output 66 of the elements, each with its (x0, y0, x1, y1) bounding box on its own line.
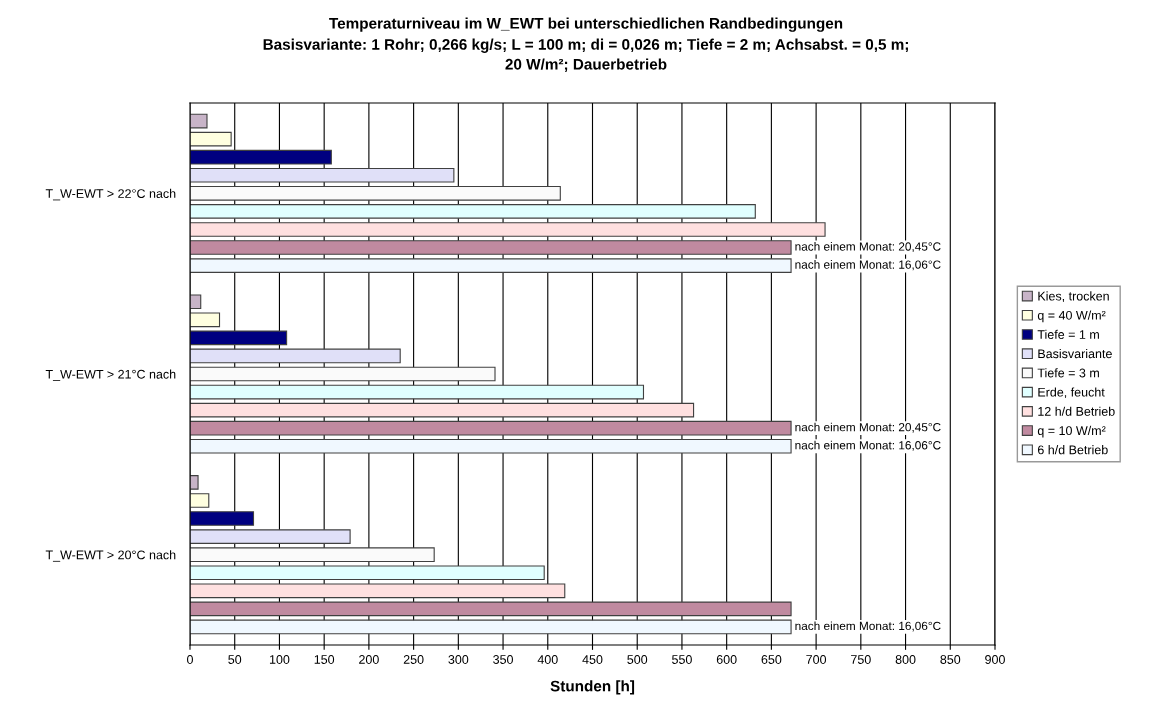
bar (190, 204, 756, 219)
bar (190, 131, 232, 147)
x-tick-label: 500 (627, 655, 648, 664)
chart-title: Temperaturniveau im W_EWT bei unterschiedlichen Randbedingungen (329, 17, 843, 32)
bar (190, 186, 561, 201)
x-tick-label: 450 (582, 655, 603, 664)
bar (190, 149, 332, 165)
bar (190, 258, 792, 273)
bar (190, 312, 221, 328)
bar (190, 113, 208, 129)
legend-label: 12 h/d Betrieb (1038, 406, 1115, 416)
bar (190, 366, 496, 382)
x-tick-label: 550 (672, 655, 692, 664)
x-tick-label: 900 (985, 655, 1005, 664)
x-tick-label: 50 (228, 655, 242, 664)
bar (190, 511, 255, 526)
legend-label: Basisvariante (1038, 348, 1112, 359)
x-tick-label: 200 (359, 655, 379, 664)
bar (190, 420, 792, 436)
legend-label: Tiefe = 1 m (1037, 329, 1099, 339)
bar (190, 619, 792, 635)
x-tick-label: 0 (187, 655, 193, 664)
bar (190, 565, 545, 581)
bar (190, 402, 695, 418)
bar (190, 601, 792, 617)
bar (190, 547, 435, 562)
x-tick-label: 700 (806, 655, 827, 664)
bar (190, 240, 792, 255)
x-tick-label: 250 (403, 655, 424, 664)
y-tick-label: T_W-EWT > 21°C nach (45, 369, 176, 382)
x-tick-label: 600 (716, 655, 737, 664)
bar (190, 294, 202, 310)
x-tick-label: 300 (448, 655, 469, 664)
x-tick-label: 150 (314, 655, 335, 664)
bar (190, 222, 826, 237)
legend-label: Erde, feucht (1038, 387, 1105, 399)
legend-label: 6 h/d Betrieb (1037, 445, 1108, 455)
x-tick-label: 750 (851, 655, 871, 664)
x-tick-label: 350 (493, 655, 513, 664)
legend-label: Tiefe = 3 m (1037, 368, 1099, 378)
annotation: nach einem Monat: 20,45°C (795, 422, 941, 433)
x-tick-label: 850 (940, 655, 961, 664)
bar (190, 438, 792, 454)
chart-subtitle: Basisvariante: 1 Rohr; 0,266 kg/s; L = 100 m; di = 0,026 m; Tiefe = 2 m; Achsabst. = 0,5 m; 20 W/m²; Dauerbetrieb (263, 38, 908, 72)
bar (190, 529, 351, 544)
y-tick-label: T_W-EWT > 22°C nach (45, 188, 176, 201)
x-tick-label: 400 (537, 655, 558, 664)
bar (190, 493, 210, 508)
bar (190, 348, 401, 364)
y-tick-label: T_W-EWT > 20°C nach (45, 550, 176, 562)
bar (190, 475, 199, 490)
annotation: nach einem Monat: 16,06°C (795, 440, 941, 451)
x-tick-label: 800 (895, 655, 916, 664)
legend-label: q = 40 W/m² (1037, 310, 1106, 323)
annotation: nach einem Monat: 16,06°C (795, 260, 941, 271)
bar (190, 167, 455, 183)
legend-label: Kies, trocken (1038, 291, 1109, 302)
x-tick-label: 100 (269, 655, 290, 664)
legend-label: q = 10 W/m² (1037, 425, 1106, 438)
x-axis-title: Stunden [h] (550, 680, 635, 695)
annotation: nach einem Monat: 20,45°C (795, 242, 941, 253)
bar (190, 583, 566, 599)
bar (190, 330, 288, 346)
x-tick-label: 650 (761, 655, 782, 664)
annotation: nach einem Monat: 16,06°C (795, 621, 941, 632)
bar (190, 384, 645, 400)
